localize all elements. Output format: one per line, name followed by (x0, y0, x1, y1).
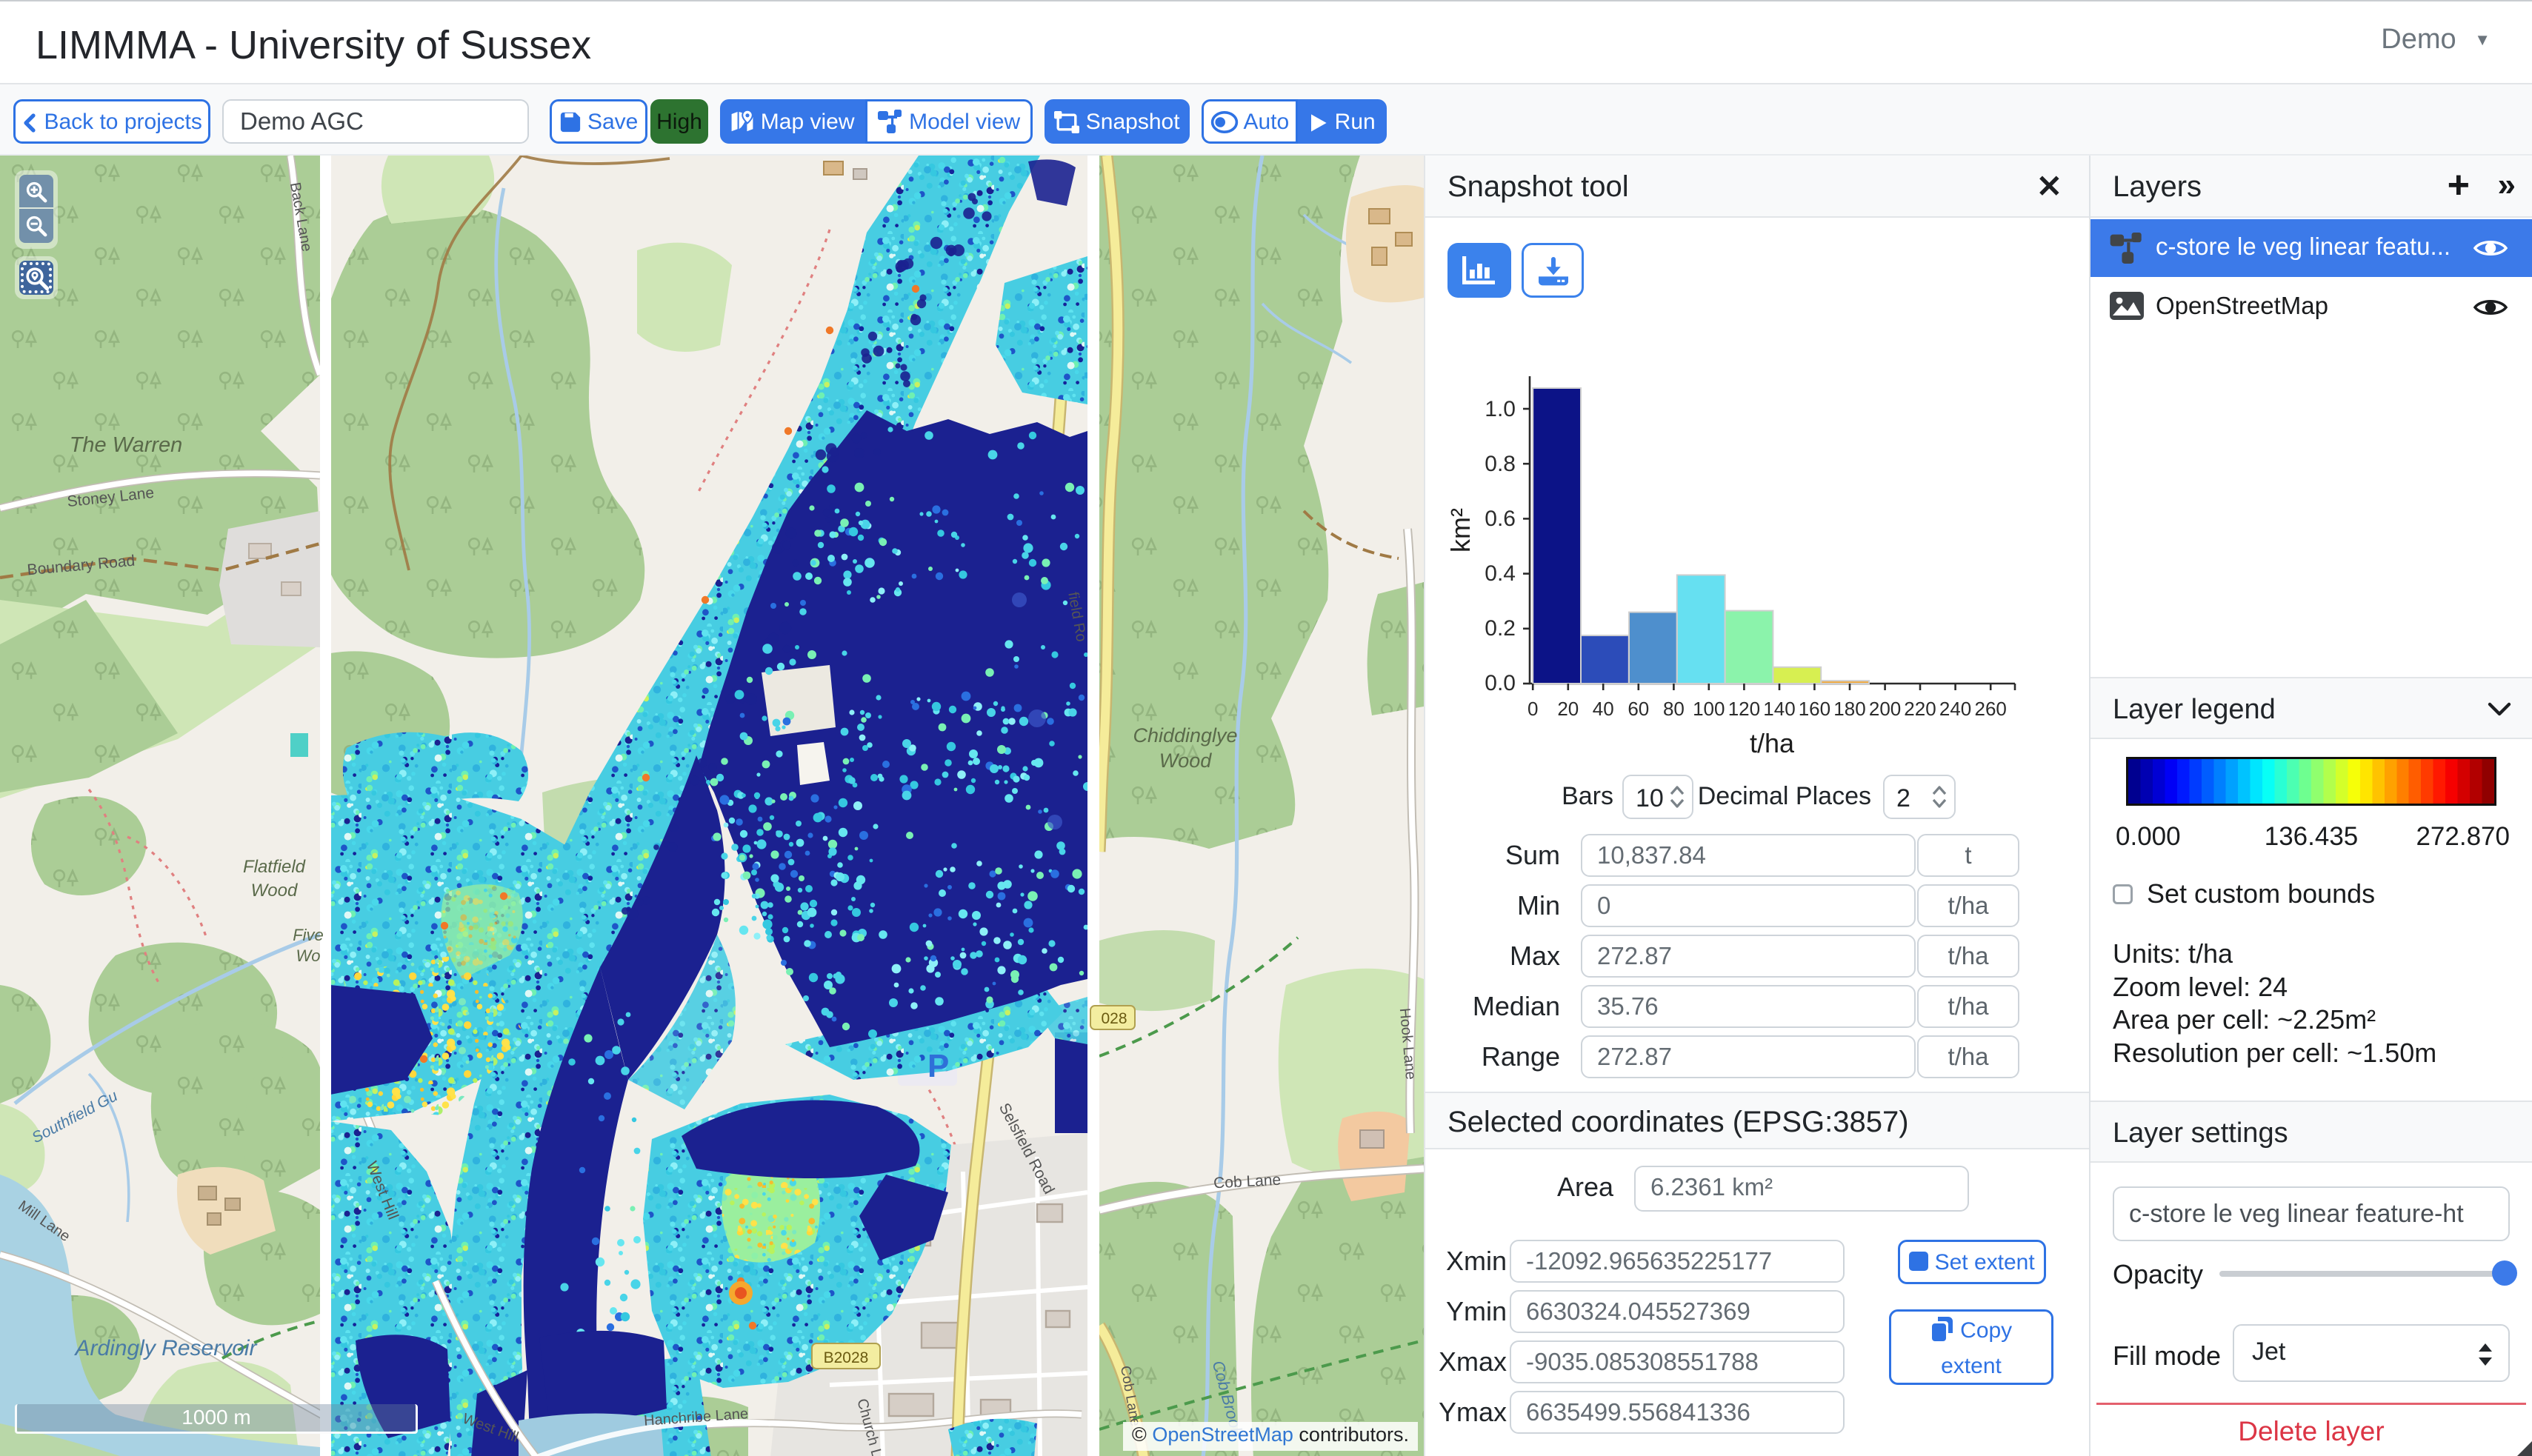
svg-text:Cob Lane: Cob Lane (1213, 1172, 1282, 1192)
svg-text:0: 0 (1527, 698, 1538, 720)
svg-text:0.6: 0.6 (1485, 507, 1516, 531)
svg-text:60: 60 (1628, 698, 1649, 720)
svg-text:Wood: Wood (1159, 749, 1213, 772)
svg-text:The Warren: The Warren (70, 433, 183, 457)
svg-text:1.0: 1.0 (1485, 397, 1516, 421)
svg-text:20: 20 (1557, 698, 1579, 720)
svg-text:0.2: 0.2 (1485, 616, 1516, 641)
svg-text:220: 220 (1904, 698, 1936, 720)
svg-text:B2028: B2028 (824, 1349, 869, 1366)
svg-text:160: 160 (1799, 698, 1830, 720)
svg-text:100: 100 (1693, 698, 1725, 720)
svg-text:Flatfield: Flatfield (243, 857, 306, 877)
svg-text:40: 40 (1593, 698, 1614, 720)
svg-text:Five: Five (293, 926, 324, 944)
svg-text:Ardingly Reservoir: Ardingly Reservoir (73, 1336, 257, 1360)
svg-text:140: 140 (1763, 698, 1795, 720)
svg-text:Wo: Wo (296, 946, 321, 965)
svg-text:t/ha: t/ha (1750, 728, 1795, 758)
svg-text:80: 80 (1663, 698, 1685, 720)
svg-text:Chiddinglye: Chiddinglye (1133, 724, 1237, 747)
svg-text:028: 028 (1101, 1010, 1127, 1027)
svg-text:P: P (927, 1048, 949, 1084)
svg-text:200: 200 (1869, 698, 1901, 720)
svg-text:0.4: 0.4 (1485, 561, 1516, 586)
svg-text:120: 120 (1728, 698, 1760, 720)
svg-text:0.8: 0.8 (1485, 452, 1516, 476)
svg-text:Wood: Wood (251, 881, 298, 901)
svg-text:260: 260 (1975, 698, 2007, 720)
svg-text:240: 240 (1939, 698, 1971, 720)
svg-text:180: 180 (1833, 698, 1865, 720)
svg-text:0.0: 0.0 (1485, 671, 1516, 695)
svg-text:km²: km² (1445, 508, 1476, 552)
